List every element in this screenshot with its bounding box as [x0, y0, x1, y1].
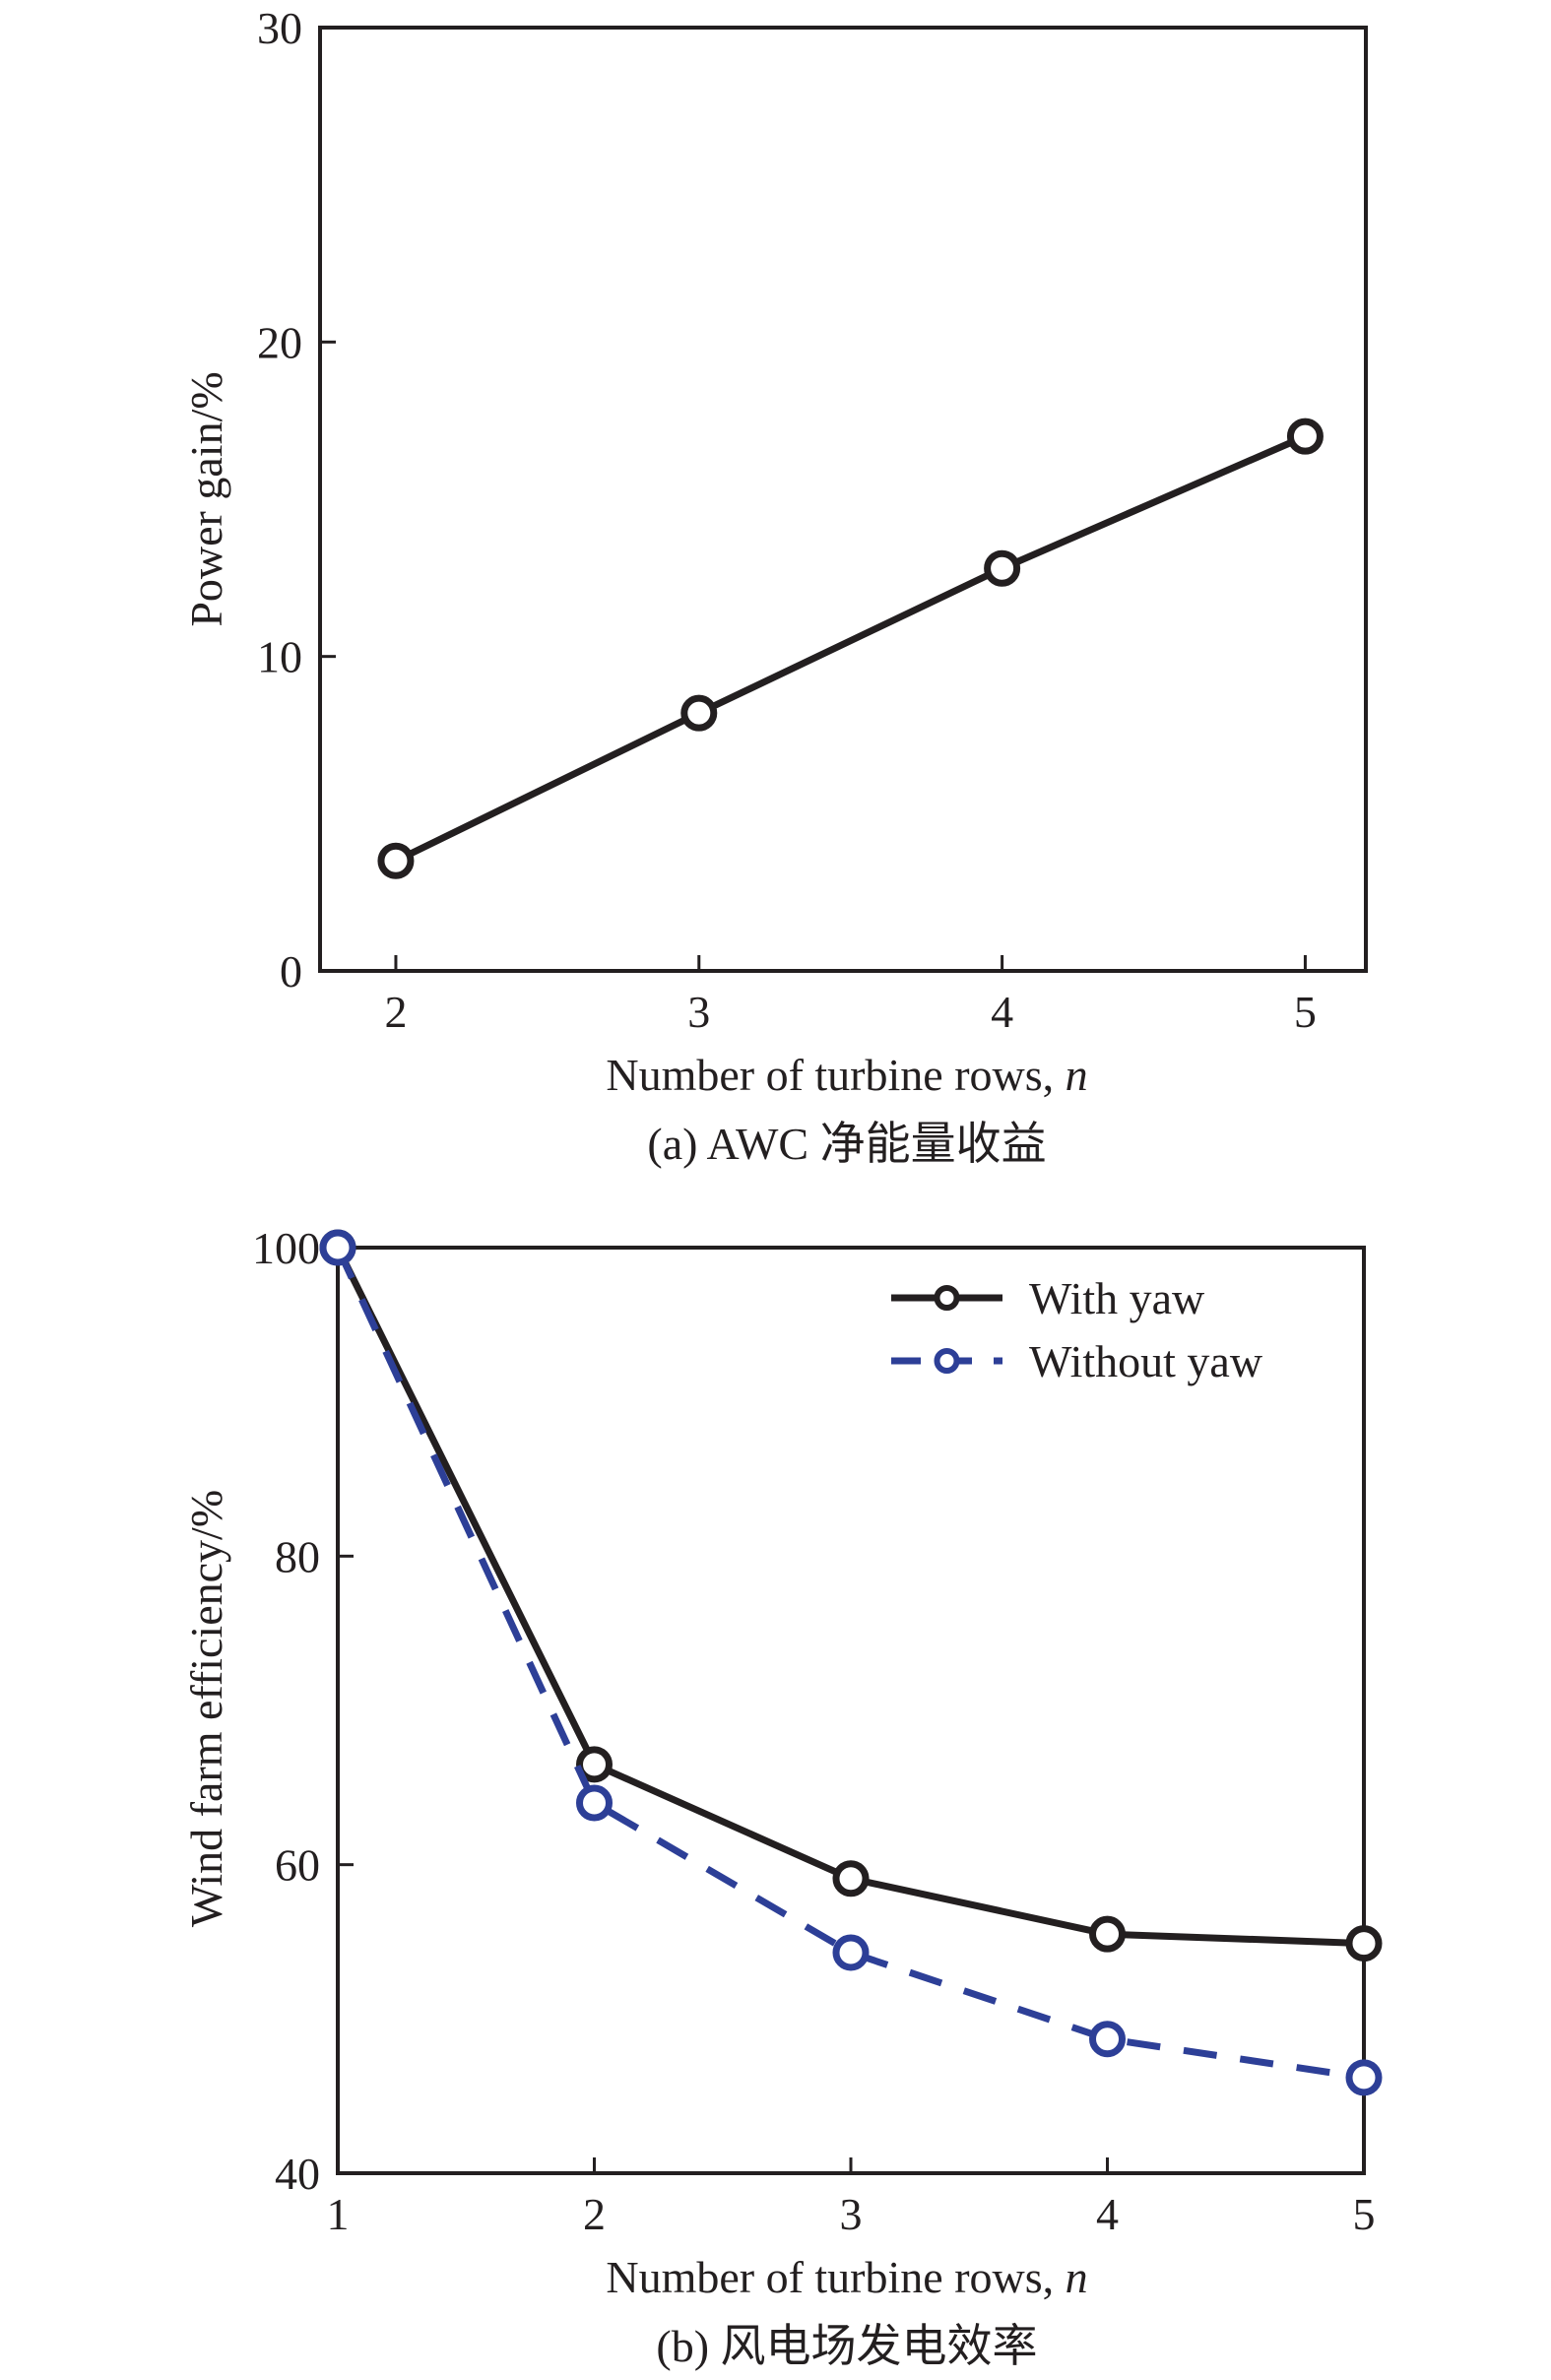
data-point [319, 1229, 356, 1266]
x-tick-label: 2 [384, 987, 407, 1037]
x-tick-label: 4 [1096, 2189, 1119, 2239]
x-axis-label-var-b: n [1066, 2252, 1088, 2302]
x-tick-label: 1 [327, 2189, 350, 2239]
x-axis-label-b: Number of turbine rows, n [606, 2252, 1087, 2302]
y-tick-label: 100 [252, 1223, 320, 1273]
x-axis-label-a: Number of turbine rows, n [606, 1050, 1087, 1100]
data-point [1345, 2059, 1383, 2096]
chart-power-gain: 0 10 20 30 2 3 4 5 Power gain/% Number of turb… [181, 3, 1368, 1169]
x-tick-label: 3 [687, 987, 710, 1037]
y-tick-label: 20 [257, 317, 302, 367]
series-group-a [377, 418, 1324, 879]
y-tick-label: 80 [275, 1531, 320, 1581]
legend-b: With yaw Without yaw [891, 1273, 1263, 1386]
y-tick-label: 0 [280, 946, 302, 997]
y-axis-ticks-b: 40 60 80 100 [252, 1223, 354, 2199]
y-tick-label: 10 [257, 632, 302, 682]
data-point [377, 842, 415, 879]
y-tick-label: 60 [275, 1840, 320, 1891]
data-point [1089, 2021, 1126, 2058]
data-point [832, 1934, 870, 1971]
series-line [334, 1246, 1365, 2082]
data-point [576, 1784, 613, 1822]
legend-marker [934, 1348, 960, 1374]
data-point [576, 1746, 613, 1783]
x-axis-label-var-a: n [1066, 1050, 1088, 1100]
y-axis-ticks-a: 0 10 20 30 [257, 3, 336, 997]
x-tick-label: 5 [1353, 2189, 1376, 2239]
data-point [680, 694, 718, 732]
plot-frame-a [318, 26, 1368, 973]
data-point [1345, 1925, 1383, 1962]
caption-b: (b) 风电场发电效率 [656, 2321, 1037, 2371]
chart-wind-farm-efficiency: 40 60 80 100 1 2 3 4 5 With yaw Without yaw Wind… [181, 1223, 1383, 2371]
data-point [832, 1860, 870, 1898]
x-tick-label: 5 [1294, 987, 1317, 1037]
series-group-b [319, 1229, 1383, 2096]
x-tick-label: 2 [583, 2189, 606, 2239]
series-line [394, 432, 1307, 865]
y-tick-label: 30 [257, 3, 302, 53]
x-axis-label-text-a: Number of turbine rows, [606, 1050, 1065, 1100]
x-tick-label: 3 [840, 2189, 863, 2239]
legend-label: Without yaw [1029, 1336, 1263, 1386]
x-axis-ticks-b: 1 2 3 4 5 [327, 2157, 1376, 2239]
legend-marker [934, 1285, 960, 1311]
x-axis-ticks-a: 2 3 4 5 [384, 955, 1317, 1037]
y-axis-label-a: Power gain/% [181, 371, 231, 626]
x-axis-label-text-b: Number of turbine rows, [606, 2252, 1065, 2302]
y-tick-label: 40 [275, 2149, 320, 2199]
legend-label: With yaw [1029, 1273, 1205, 1323]
data-point [984, 549, 1021, 587]
caption-a: (a) AWC 净能量收益 [647, 1119, 1046, 1169]
y-axis-label-b: Wind farm efficiency/% [181, 1490, 231, 1927]
x-tick-label: 4 [991, 987, 1013, 1037]
data-point [1089, 1915, 1126, 1953]
data-point [1286, 418, 1324, 455]
